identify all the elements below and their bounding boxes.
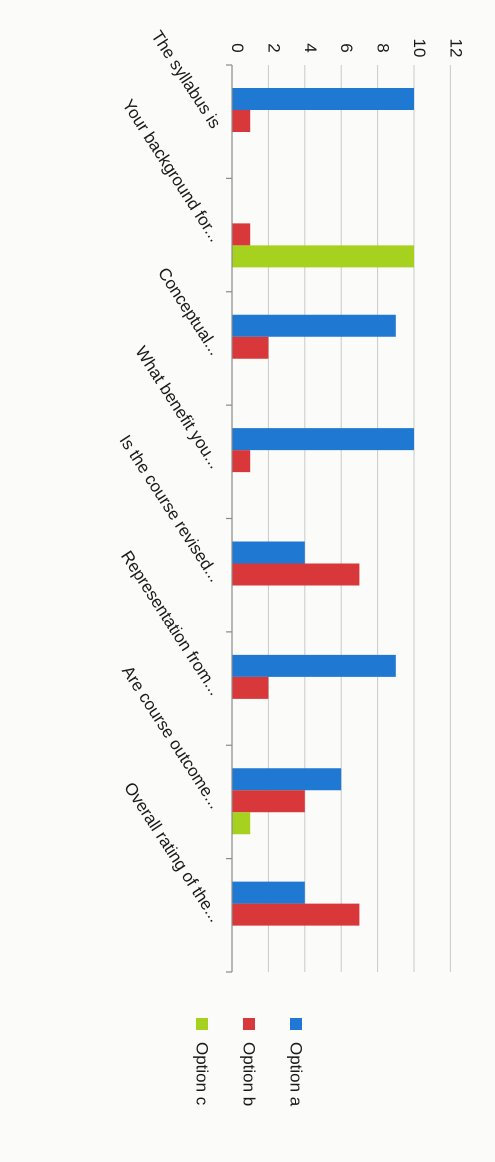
bar-option-b-8 (232, 903, 360, 926)
value-axis-ticks: 0 2 4 6 8 10 12 (228, 39, 465, 58)
bar-option-a-7 (232, 768, 342, 791)
tick-label: 4 (301, 43, 320, 52)
bar-option-a-3 (232, 314, 396, 337)
bar-option-b-1 (232, 110, 251, 132)
legend-label-option-c: Option c (193, 1042, 212, 1106)
bar-option-b-4 (232, 450, 251, 473)
category-label: Conceptual... (154, 264, 225, 358)
bar-option-a-1 (232, 88, 414, 110)
bars (232, 88, 414, 926)
legend-label-option-a: Option a (287, 1042, 306, 1107)
legend-swatch-option-a (290, 1018, 302, 1030)
bar-option-a-8 (232, 881, 305, 904)
bar-option-b-5 (232, 563, 360, 586)
tick-label: 10 (410, 39, 429, 58)
tick-label: 2 (264, 43, 283, 52)
bar-option-b-6 (232, 676, 269, 699)
legend-swatch-option-b (243, 1018, 255, 1030)
bar-option-a-5 (232, 541, 305, 564)
gridlines (231, 65, 451, 972)
bar-option-b-7 (232, 790, 305, 813)
bar-option-c-2 (232, 245, 414, 268)
tick-label: 0 (228, 43, 247, 52)
legend-swatch-option-c (196, 1018, 208, 1030)
bar-option-b-3 (232, 336, 269, 359)
legend-label-option-b: Option b (240, 1042, 259, 1106)
legend: Option a Option b Option c (193, 1018, 306, 1107)
tick-label: 8 (374, 43, 393, 52)
tick-label: 12 (446, 39, 465, 58)
bar-option-a-6 (232, 654, 396, 677)
category-axis (226, 64, 233, 973)
category-label: The syllabus is (147, 27, 224, 132)
bar-option-a-4 (232, 428, 414, 451)
bar-option-c-7 (232, 812, 251, 835)
tick-label: 6 (337, 43, 356, 52)
bar-option-b-2 (232, 223, 251, 246)
